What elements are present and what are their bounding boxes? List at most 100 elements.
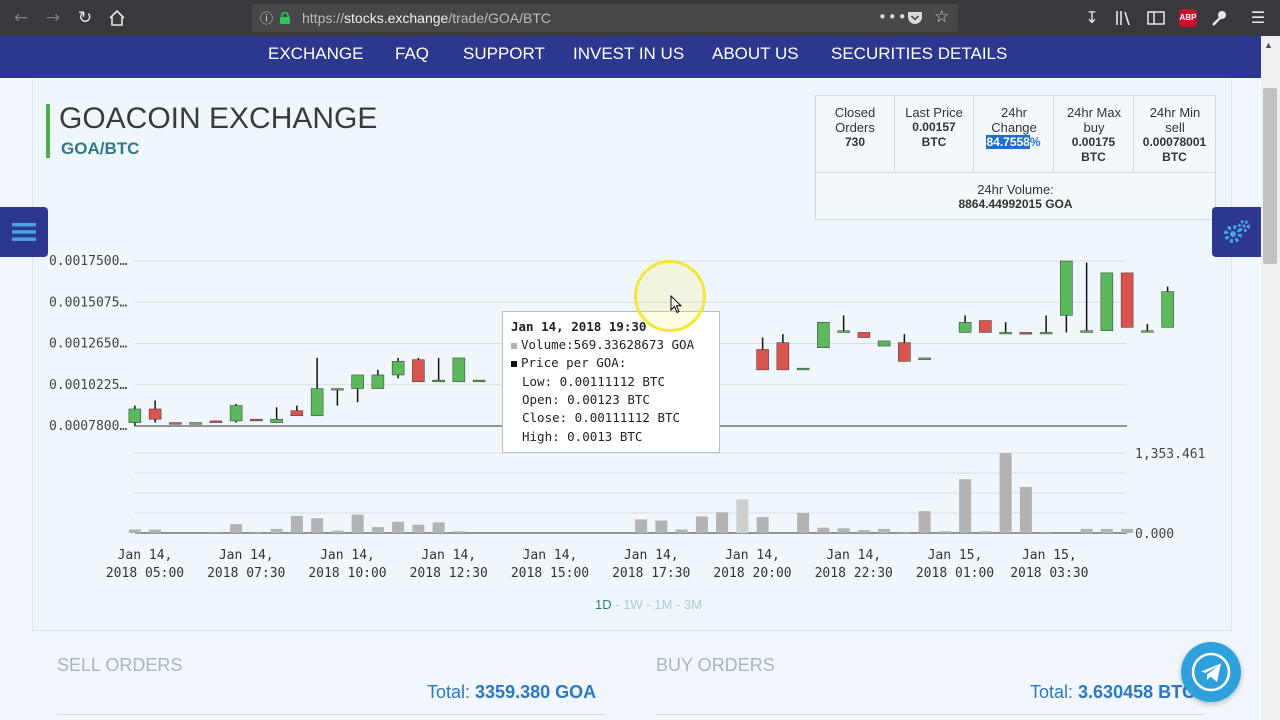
candle bbox=[837, 315, 850, 333]
nav-about-us[interactable]: ABOUT US bbox=[712, 44, 799, 63]
stat-value: 0.00078001 bbox=[1142, 135, 1207, 149]
sell-total-value: 3359.380 GOA bbox=[475, 682, 597, 702]
candle-body bbox=[918, 357, 931, 360]
cursor-highlight bbox=[634, 260, 706, 332]
y-tick-label: 0.0010225… bbox=[49, 378, 127, 393]
bookmark-star-icon[interactable]: ☆ bbox=[934, 7, 950, 27]
side-menu-button[interactable] bbox=[0, 207, 48, 257]
nav-faq[interactable]: FAQ bbox=[395, 44, 430, 63]
nav-exchange[interactable]: EXCHANGE bbox=[268, 44, 364, 63]
stat-24hr-min-sell: 24hr Min sell 0.00078001 BTC bbox=[1134, 96, 1215, 172]
candle bbox=[229, 403, 243, 423]
telegram-button[interactable] bbox=[1181, 642, 1241, 702]
candle bbox=[270, 407, 283, 423]
home-icon[interactable] bbox=[105, 6, 129, 30]
reload-icon[interactable]: ↻ bbox=[77, 8, 93, 28]
volume-bar bbox=[128, 529, 141, 533]
stat-closed-orders: Closed Orders 730 bbox=[816, 96, 895, 172]
sell-orders-title: SELL ORDERS bbox=[57, 655, 183, 675]
library-icon[interactable] bbox=[1113, 7, 1135, 29]
tooltip-price-header: Price per GOA: bbox=[511, 355, 626, 370]
stat-label: Last Price bbox=[905, 105, 963, 120]
volume-bar bbox=[918, 511, 931, 533]
nav-securities-details[interactable]: SECURITIES DETAILS bbox=[831, 44, 1008, 63]
pocket-icon[interactable] bbox=[907, 11, 923, 25]
candle-body bbox=[837, 330, 850, 333]
sell-orders-divider bbox=[57, 714, 605, 715]
stat-label: 24hr Change bbox=[991, 105, 1037, 135]
tooltip-high: High: 0.0013 BTC bbox=[522, 429, 643, 444]
candle bbox=[432, 357, 445, 383]
back-icon[interactable]: ← bbox=[13, 8, 29, 28]
range-1d[interactable]: 1D bbox=[595, 597, 612, 612]
y-tick-label: 0.0012650… bbox=[49, 337, 127, 352]
volume-bar bbox=[1080, 528, 1093, 533]
candlestick-chart[interactable]: 0.0017500… 0.0015075… 0.0012650… 0.0010225…… bbox=[0, 240, 1261, 590]
candle-body bbox=[756, 349, 769, 371]
volume-bar bbox=[938, 531, 951, 533]
candle-body bbox=[229, 405, 243, 422]
download-icon[interactable]: ↧ bbox=[1085, 8, 1099, 27]
candle bbox=[371, 369, 385, 389]
stat-24hr-volume: 24hr Volume: 8864.44992015 GOA bbox=[816, 172, 1215, 220]
tooltip-date: Jan 14, 2018 19:30 bbox=[511, 319, 647, 334]
volume-bar bbox=[736, 499, 749, 533]
candle bbox=[189, 422, 202, 425]
sidebar-icon[interactable] bbox=[1145, 7, 1167, 29]
volume-bar bbox=[1040, 531, 1053, 533]
nav-support[interactable]: SUPPORT bbox=[463, 44, 545, 63]
candle bbox=[169, 422, 182, 425]
settings-button[interactable] bbox=[1212, 207, 1261, 257]
stat-value: 0.00175 bbox=[1071, 135, 1116, 149]
candle bbox=[331, 388, 344, 406]
adblock-icon[interactable]: ABP bbox=[1179, 9, 1197, 27]
range-1w[interactable]: 1W bbox=[623, 597, 643, 612]
scrollbar-thumb[interactable] bbox=[1263, 88, 1277, 264]
menu-icon[interactable]: ☰ bbox=[1250, 8, 1266, 27]
stat-24hr-change: 24hr Change 84.7558% bbox=[974, 96, 1054, 172]
volume-bar bbox=[290, 515, 303, 533]
page-actions-icon[interactable]: ••• bbox=[878, 8, 908, 26]
url-text[interactable]: https://stocks.exchange/trade/GOA/BTC bbox=[302, 10, 552, 26]
x-tick-label: Jan 15, bbox=[1022, 548, 1077, 563]
nav-invest-in-us[interactable]: INVEST IN US bbox=[573, 44, 685, 63]
candle bbox=[958, 315, 972, 333]
buy-orders-divider bbox=[656, 714, 1204, 715]
candle-body bbox=[351, 374, 364, 389]
x-tick-label: 2018 10:00 bbox=[308, 566, 386, 581]
stat-label: 24hr Volume: bbox=[977, 182, 1054, 197]
tooltip-low: Low: 0.00111112 BTC bbox=[522, 374, 665, 389]
tooltip-open: Open: 0.00123 BTC bbox=[522, 392, 650, 407]
candle-body bbox=[432, 379, 445, 383]
forward-icon[interactable]: → bbox=[45, 8, 61, 28]
tooltip-volume-text: Volume:569.33628673 GOA bbox=[521, 337, 695, 352]
candle bbox=[412, 357, 425, 383]
candle-body bbox=[371, 374, 385, 389]
volume-bar bbox=[270, 528, 283, 533]
volume-bar bbox=[756, 517, 769, 533]
url-bar[interactable]: ⓘ https://stocks.exchange/trade/GOA/BTC … bbox=[252, 4, 958, 32]
candle-body bbox=[999, 332, 1012, 335]
range-1m[interactable]: 1M bbox=[654, 597, 673, 612]
lock-icon[interactable] bbox=[279, 12, 291, 24]
candle-body bbox=[1161, 291, 1174, 328]
x-tick-label: 2018 20:00 bbox=[713, 566, 791, 581]
range-3m[interactable]: 3M bbox=[683, 597, 702, 612]
x-tick-label: Jan 15, bbox=[928, 548, 983, 563]
scroll-up-icon[interactable]: ▲ bbox=[1264, 40, 1273, 50]
x-tick-label: 2018 03:30 bbox=[1010, 566, 1088, 581]
volume-tick-label: 1,353.461 bbox=[1135, 447, 1205, 462]
volume-bar bbox=[1121, 528, 1134, 533]
volume-bar bbox=[1100, 528, 1113, 533]
x-tick-label: 2018 07:30 bbox=[207, 566, 285, 581]
candle-body bbox=[898, 342, 911, 362]
info-icon[interactable]: ⓘ bbox=[260, 12, 274, 27]
volume-bar bbox=[149, 529, 162, 533]
extension-icon[interactable] bbox=[1209, 7, 1231, 29]
price-legend-icon bbox=[511, 360, 517, 367]
volume-bar bbox=[432, 522, 445, 533]
stat-value: 84.7558 bbox=[986, 135, 1030, 149]
sell-orders-total: Total: 3359.380 GOA bbox=[427, 682, 596, 703]
stat-24hr-max-buy: 24hr Max buy 0.00175 BTC bbox=[1054, 96, 1134, 172]
candle bbox=[1120, 272, 1134, 328]
